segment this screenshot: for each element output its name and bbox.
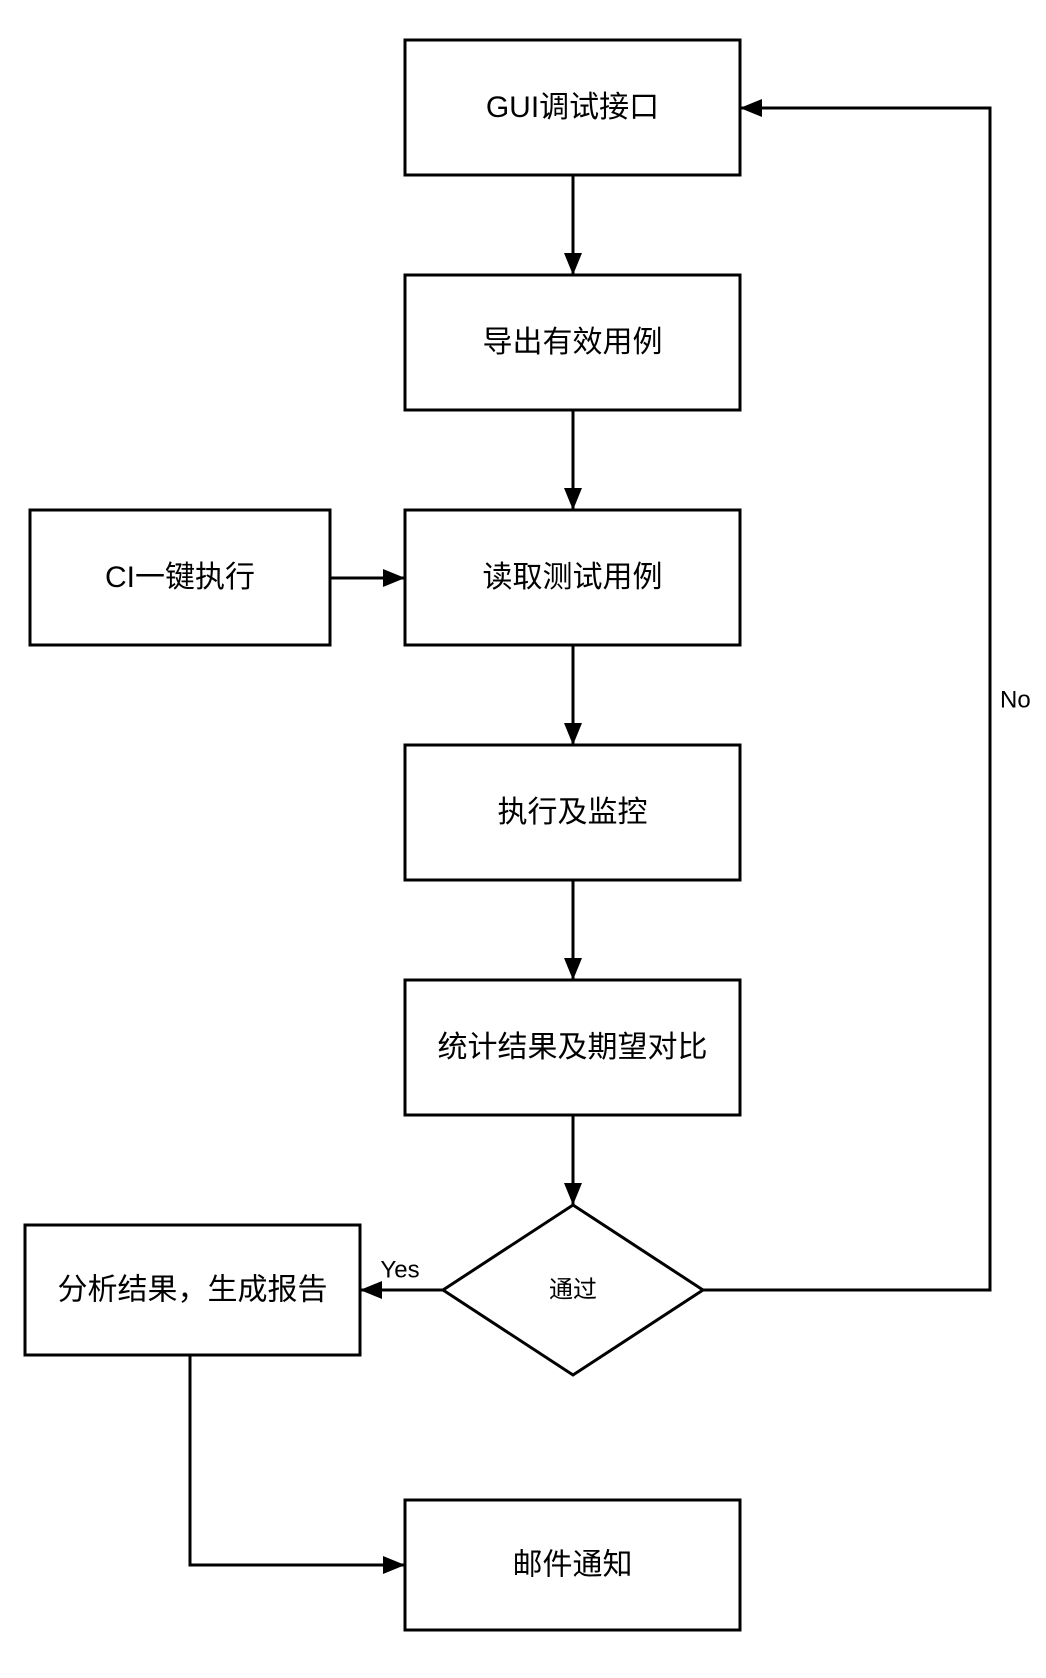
edge-label-pass-no-gui: No [1000, 687, 1031, 714]
arrowhead [564, 723, 582, 745]
node-label-gui: GUI调试接口 [486, 91, 659, 124]
node-label-pass: 通过 [549, 1277, 597, 1304]
arrowhead [740, 99, 762, 117]
node-label-report: 分析结果，生成报告 [58, 1274, 328, 1307]
node-label-export: 导出有效用例 [483, 326, 663, 359]
arrowhead [564, 253, 582, 275]
arrowhead [383, 569, 405, 587]
arrowhead [360, 1281, 382, 1299]
arrowhead [383, 1556, 405, 1574]
node-label-ci: CI一键执行 [105, 561, 255, 594]
node-label-read: 读取测试用例 [483, 561, 663, 594]
edge-label-pass-report: Yes [380, 1257, 419, 1284]
arrowhead [564, 488, 582, 510]
node-label-exec: 执行及监控 [498, 796, 648, 829]
edge-report-mail [190, 1355, 405, 1565]
node-label-stat: 统计结果及期望对比 [438, 1031, 708, 1064]
edge-pass-no-gui [703, 108, 990, 1290]
arrowhead [564, 1183, 582, 1205]
node-label-mail: 邮件通知 [513, 1549, 633, 1582]
arrowhead [564, 958, 582, 980]
